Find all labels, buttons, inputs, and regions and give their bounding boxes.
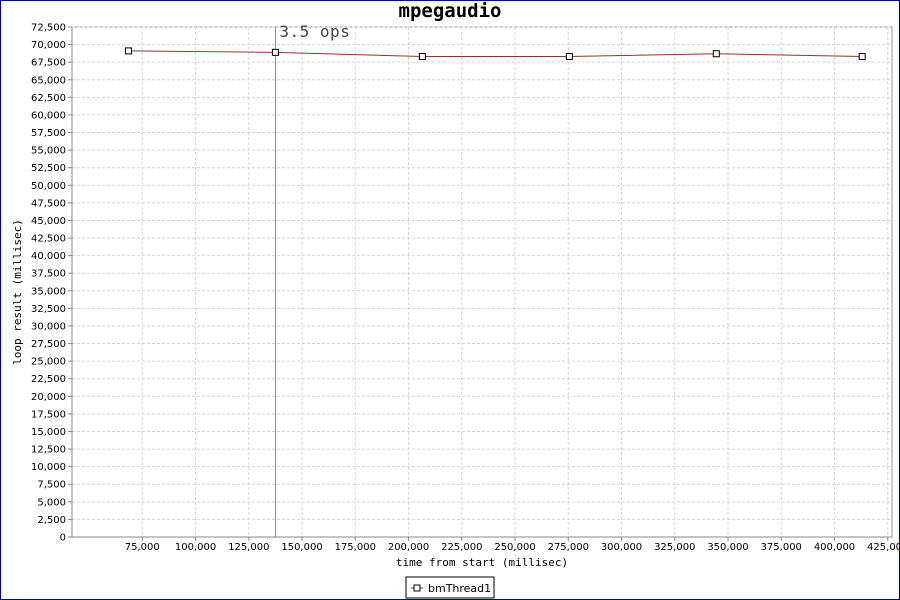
series-line [128,50,863,58]
data-point [565,53,573,61]
data-point [418,53,426,61]
y-tick-label: 12,500 [31,445,66,456]
y-tick-label: 27,500 [31,339,66,350]
x-tick-labels: 75,000 100,000 125,000 150,000 175,000 200,00… [125,542,900,553]
y-tick-label: 20,000 [31,392,66,403]
x-tick-label: 325,000 [654,542,695,553]
legend: bmThread1 [405,576,495,599]
x-tick-label: 375,000 [761,542,802,553]
data-point [858,53,866,61]
y-tick-label: 5,000 [37,497,66,508]
x-tick-label: 150,000 [281,542,322,553]
y-tick-labels: 0 2,500 5,000 7,500 10,000 12,500 15,000 17,500… [31,23,66,544]
y-tick-label: 40,000 [31,251,66,262]
legend-marker [413,584,421,592]
y-tick-label: 22,500 [31,374,66,385]
y-tick-label: 35,000 [31,286,66,297]
x-tick-label: 200,000 [388,542,429,553]
legend-box [405,576,495,599]
annotation-layer: 3.5 ops [274,22,350,537]
x-tick-label: 400,000 [814,542,855,553]
x-tick-label: 250,000 [494,542,535,553]
annotation-label: 3.5 ops [279,22,350,41]
x-tick-label: 225,000 [441,542,482,553]
y-tick-label: 67,500 [31,58,66,69]
x-tick-label: 425,000 [867,542,900,553]
y-tick-label: 52,500 [31,163,66,174]
y-tick-label: 57,500 [31,128,66,139]
x-tick-label: 125,000 [228,542,269,553]
y-tick-label: 17,500 [31,409,66,420]
x-tick-label: 100,000 [175,542,216,553]
x-tick-label: 175,000 [335,542,376,553]
y-tick-label: 72,500 [31,23,66,34]
y-tick-label: 70,000 [31,40,66,51]
y-tick-label: 30,000 [31,321,66,332]
legend-label: bmThread1 [428,582,491,595]
x-tick-label: 300,000 [601,542,642,553]
y-tick-label: 32,500 [31,304,66,315]
y-tick-label: 62,500 [31,93,66,104]
plot-border [71,26,893,538]
grid-layer [71,26,893,538]
data-point [271,48,279,56]
x-tick-label: 350,000 [707,542,748,553]
y-tick-label: 45,000 [31,216,66,227]
y-tick-label: 25,000 [31,357,66,368]
y-axis-label: loop result (millisec) [11,219,24,365]
axes-layer [68,26,892,541]
y-tick-label: 47,500 [31,198,66,209]
y-tick-label: 10,000 [31,462,66,473]
y-tick-label: 42,500 [31,234,66,245]
y-tick-label: 0 [60,533,66,544]
y-tick-label: 55,000 [31,146,66,157]
data-point [712,50,720,58]
data-point [124,47,132,55]
chart-title: mpegaudio [399,0,502,22]
y-tick-label: 7,500 [37,480,66,491]
y-tick-label: 50,000 [31,181,66,192]
y-tick-label: 2,500 [37,515,66,526]
x-tick-label: 275,000 [548,542,589,553]
y-tick-label: 60,000 [31,110,66,121]
y-tick-label: 15,000 [31,427,66,438]
series-layer [124,47,866,61]
y-tick-label: 65,000 [31,75,66,86]
y-tick-label: 37,500 [31,269,66,280]
x-tick-label: 75,000 [125,542,160,553]
x-axis-label: time from start (millisec) [396,556,568,569]
